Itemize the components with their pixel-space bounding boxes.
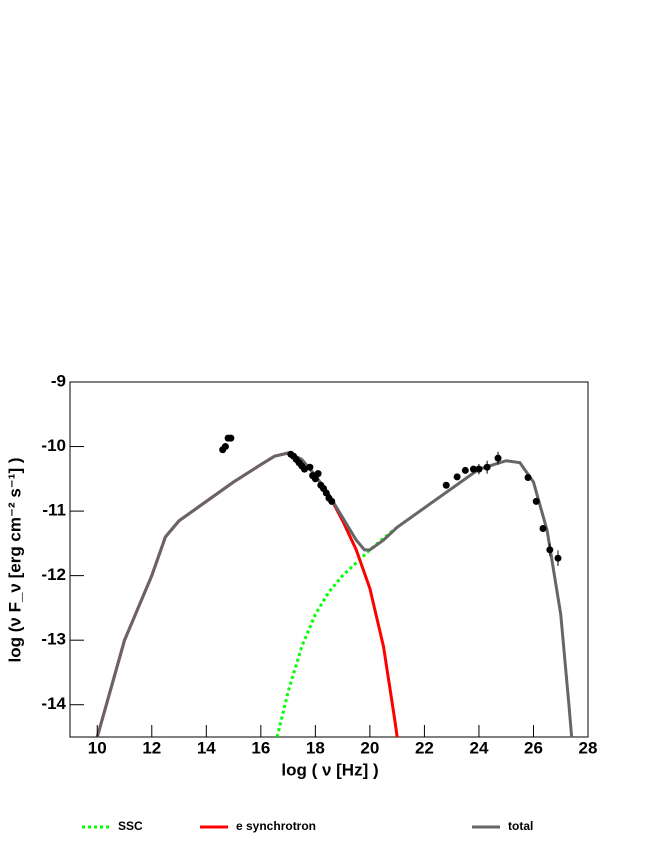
y-tick-label: -9	[51, 371, 66, 390]
x-tick-label: 18	[306, 738, 325, 757]
x-axis-title: log ( ν [Hz] )	[281, 760, 378, 779]
x-tick-label: 20	[360, 738, 379, 757]
x-tick-label: 14	[197, 738, 216, 757]
data-point	[483, 463, 491, 471]
data-point	[554, 554, 562, 562]
data-point	[300, 465, 308, 473]
x-tick-label: 22	[415, 738, 434, 757]
data-point	[546, 546, 554, 554]
data-point	[306, 463, 314, 471]
data-point	[524, 474, 532, 482]
data-point	[328, 497, 336, 505]
y-tick-label: -13	[41, 630, 66, 649]
y-tick-label: -12	[41, 565, 66, 584]
data-point	[461, 466, 469, 474]
x-tick-label: 12	[142, 738, 161, 757]
y-tick-label: -11	[42, 501, 66, 520]
y-tick-label: -10	[41, 436, 66, 455]
y-axis-title: log (ν F_ν [erg cm⁻² s⁻¹] )	[5, 458, 24, 663]
x-tick-label: 26	[524, 738, 543, 757]
legend-label: SSC	[118, 819, 143, 833]
data-point	[475, 465, 483, 473]
data-point	[221, 443, 229, 451]
series-line	[95, 451, 574, 737]
x-tick-label: 16	[251, 738, 270, 757]
plot-area	[95, 434, 574, 737]
data-point	[227, 434, 235, 442]
legend-label: total	[508, 819, 533, 833]
data-point	[311, 475, 319, 483]
x-tick-label: 24	[469, 738, 488, 757]
x-tick-label: 10	[88, 738, 107, 757]
data-point	[322, 489, 330, 497]
data-point	[494, 454, 502, 462]
data-point	[532, 497, 540, 505]
data-point	[442, 481, 450, 489]
x-tick-label: 28	[579, 738, 598, 757]
plot-frame	[69, 381, 589, 738]
data-point	[539, 525, 547, 533]
legend-label: e synchrotron	[236, 819, 316, 833]
data-point	[453, 473, 461, 481]
data-point	[314, 470, 322, 478]
data-point	[469, 465, 477, 473]
y-tick-label: -14	[41, 694, 66, 713]
